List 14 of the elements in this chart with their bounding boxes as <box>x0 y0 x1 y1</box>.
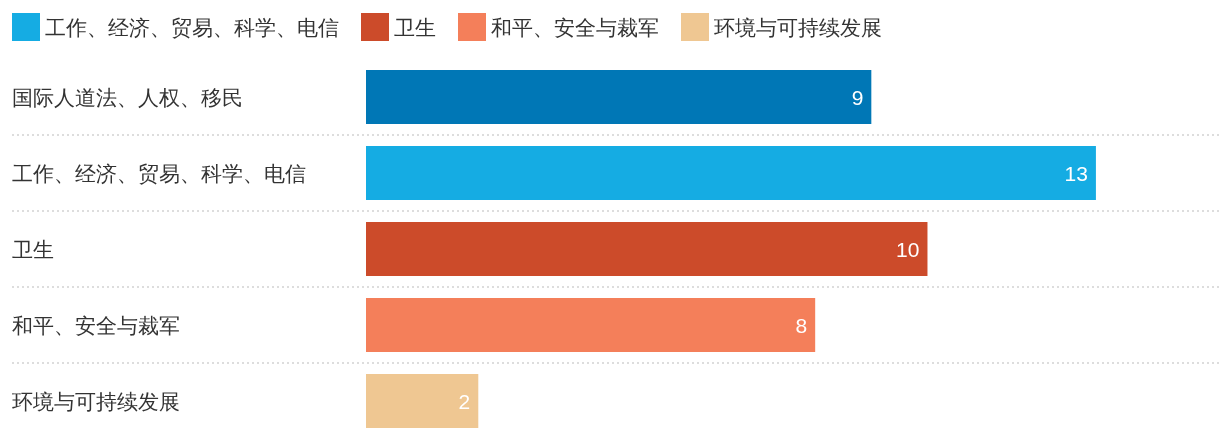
y-tick-label: 卫生 <box>12 238 54 261</box>
legend-label: 和平、安全与裁军 <box>491 16 659 39</box>
data-label: 2 <box>458 390 471 413</box>
legend-label: 卫生 <box>394 16 436 39</box>
legend-label: 环境与可持续发展 <box>714 16 882 39</box>
data-label: 10 <box>896 238 920 261</box>
data-label: 8 <box>795 314 808 337</box>
data-label: 9 <box>851 86 864 109</box>
y-tick-label: 国际人道法、人权、移民 <box>12 86 243 109</box>
legend-label: 工作、经济、贸易、科学、电信 <box>45 16 339 39</box>
y-tick-label: 环境与可持续发展 <box>12 390 180 413</box>
y-tick-label: 和平、安全与裁军 <box>12 314 180 337</box>
y-tick-label: 工作、经济、贸易、科学、电信 <box>12 162 306 185</box>
data-label: 13 <box>1064 162 1088 185</box>
